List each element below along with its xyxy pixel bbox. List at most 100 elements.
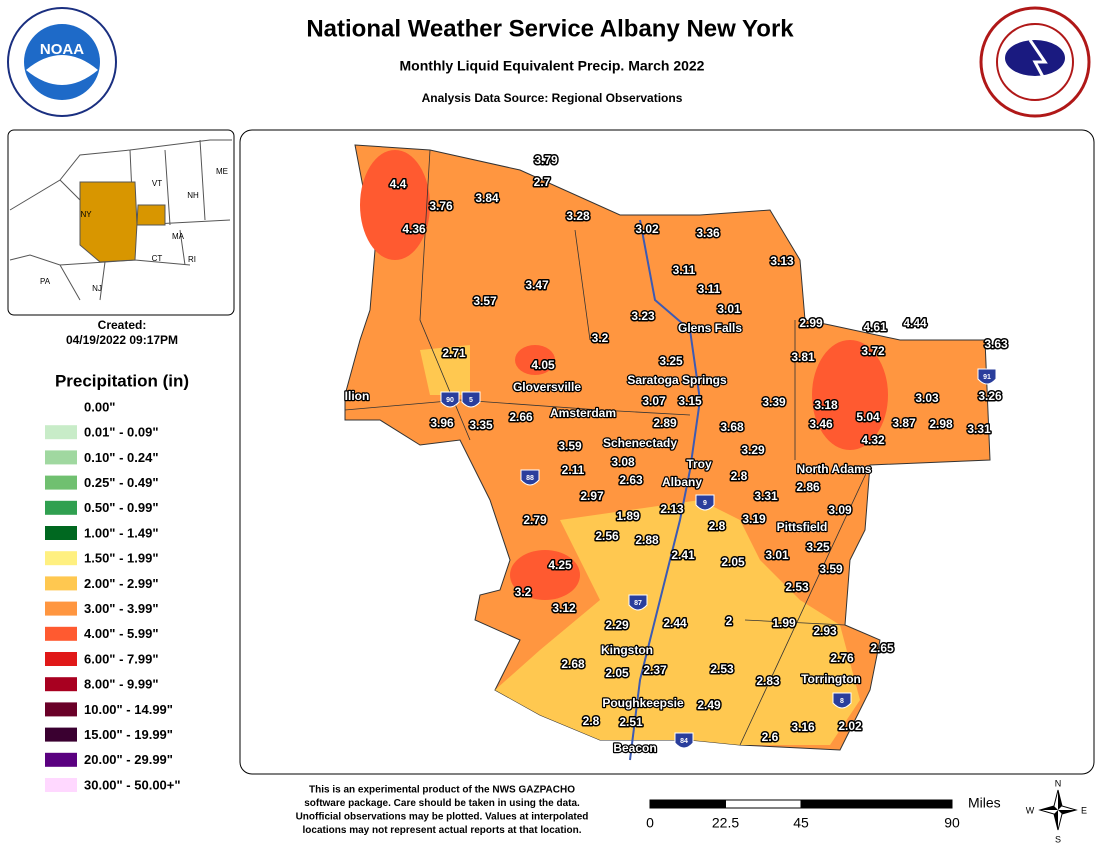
legend-swatch — [45, 778, 77, 792]
shield — [440, 391, 460, 408]
station-value: 4.61 — [863, 320, 887, 334]
shield — [832, 692, 852, 709]
station-value: 1.89 — [616, 509, 640, 523]
station-value: 3.15 — [678, 394, 702, 408]
station-value: 3.59 — [819, 562, 843, 576]
station-value: 3.87 — [892, 416, 916, 430]
city-label: Beacon — [613, 741, 656, 755]
compass-letter: W — [1026, 805, 1035, 815]
legend-label: 1.50" - 1.99" — [84, 551, 158, 566]
station-value: 2.02 — [838, 719, 862, 733]
map-area — [344, 144, 991, 761]
city-label: Ilion — [345, 389, 370, 403]
station-value: 2.76 — [830, 651, 854, 665]
legend-title: Precipitation (in) — [55, 371, 189, 390]
inset-region — [79, 181, 166, 263]
station-value: 3.25 — [806, 540, 830, 554]
region-3in — [344, 144, 991, 751]
inset-label: NH — [187, 191, 199, 200]
station-value: 4.05 — [531, 358, 555, 372]
legend-label: 0.00" — [84, 399, 115, 414]
station-value: 3.79 — [534, 153, 558, 167]
station-value: 5.04 — [856, 410, 880, 424]
scale-segment — [649, 799, 726, 809]
city-label: Glens Falls — [678, 321, 742, 335]
compass-letter: E — [1081, 805, 1087, 815]
station-value: 2.05 — [605, 666, 629, 680]
station-value: 3.81 — [791, 350, 815, 364]
station-value: 3.18 — [814, 398, 838, 412]
legend-label: 8.00" - 9.99" — [84, 677, 158, 692]
station-value: 3.19 — [742, 512, 766, 526]
inset-label: VT — [152, 179, 162, 188]
legend-swatch — [45, 576, 77, 591]
station-value: 2.29 — [605, 618, 629, 632]
city-labels: Glens Falls Gloversville Saratoga Springs I… — [343, 320, 873, 757]
station-value: 3.16 — [791, 720, 815, 734]
compass — [1038, 789, 1078, 831]
legend-swatch — [45, 425, 77, 440]
station-value: 2.86 — [796, 480, 820, 494]
legend-label: 4.00" - 5.99" — [84, 626, 158, 641]
created-time: 04/19/2022 09:17PM — [66, 333, 178, 347]
logo-bolt — [1028, 39, 1052, 91]
legend-swatch — [45, 677, 77, 692]
station-value: 2.93 — [813, 624, 837, 638]
station-value: 2.7 — [534, 175, 551, 189]
shield — [461, 391, 481, 408]
station-value: 3.47 — [525, 278, 549, 292]
station-value: 2.68 — [561, 657, 585, 671]
city-label: Schenectady — [603, 436, 677, 450]
city-label: Gloversville — [513, 380, 581, 394]
shield — [520, 469, 540, 486]
station-value: 4.36 — [402, 222, 426, 236]
legend-swatch — [45, 727, 77, 742]
shield-number: 91 — [983, 374, 991, 381]
legend-swatch — [45, 652, 77, 666]
station-value: 2.13 — [660, 502, 684, 516]
subtitle: Monthly Liquid Equivalent Precip. March … — [400, 58, 705, 74]
scale-bar: 0 22.5 45 90 Miles — [646, 795, 1001, 831]
station-value: 2.97 — [580, 489, 604, 503]
station-value: 2.53 — [785, 580, 809, 594]
station-value: 3.31 — [967, 422, 991, 436]
legend-label: 0.25" - 0.49" — [84, 475, 158, 490]
scale-tick-label: 90 — [944, 815, 960, 831]
inset-label: PA — [40, 277, 51, 286]
station-value: 3.36 — [696, 226, 720, 240]
legend-label: 2.00" - 2.99" — [84, 576, 158, 591]
legend-swatch — [45, 500, 77, 515]
station-value: 3.72 — [861, 344, 885, 358]
station-value: 4.25 — [548, 558, 572, 572]
station-value: 2.44 — [663, 616, 687, 630]
legend-swatch — [45, 475, 77, 490]
station-value: 4.4 — [390, 177, 407, 191]
inset-label: NY — [80, 210, 92, 219]
source: Analysis Data Source: Regional Observati… — [422, 91, 683, 105]
scale-unit: Miles — [968, 795, 1001, 811]
shield-number: 90 — [446, 397, 454, 404]
city-label: Albany — [662, 475, 702, 489]
station-value: 3.02 — [635, 222, 659, 236]
inset-label: ME — [216, 167, 228, 176]
station-value: 4.32 — [861, 433, 885, 447]
region-2in — [420, 345, 470, 395]
legend-label: 0.10" - 0.24" — [84, 450, 158, 465]
station-value: 3.35 — [469, 418, 493, 432]
title: National Weather Service Albany New York — [306, 15, 794, 42]
city-label: North Adams — [797, 462, 872, 476]
legend: 0.00" 0.01" - 0.09" 0.10" - 0.24" 0.25" - 0… — [45, 399, 181, 792]
city-label: Pittsfield — [777, 520, 828, 534]
highway-shields: 90 5 88 9 87 84 91 8 — [440, 368, 997, 749]
legend-label: 10.00" - 14.99" — [84, 702, 173, 717]
station-value: 3.25 — [659, 354, 683, 368]
disclaimer: This is an experimental product of the N… — [296, 785, 589, 837]
county-borders — [344, 149, 871, 746]
disclaimer-line: locations may not represent actual repor… — [303, 825, 582, 836]
shield-number: 88 — [526, 475, 534, 482]
logo-cloud — [1005, 40, 1065, 76]
station-value: 3.39 — [762, 395, 786, 409]
legend-label: 0.50" - 0.99" — [84, 500, 158, 515]
station-value: 3.23 — [631, 309, 655, 323]
region-4in — [360, 150, 430, 260]
